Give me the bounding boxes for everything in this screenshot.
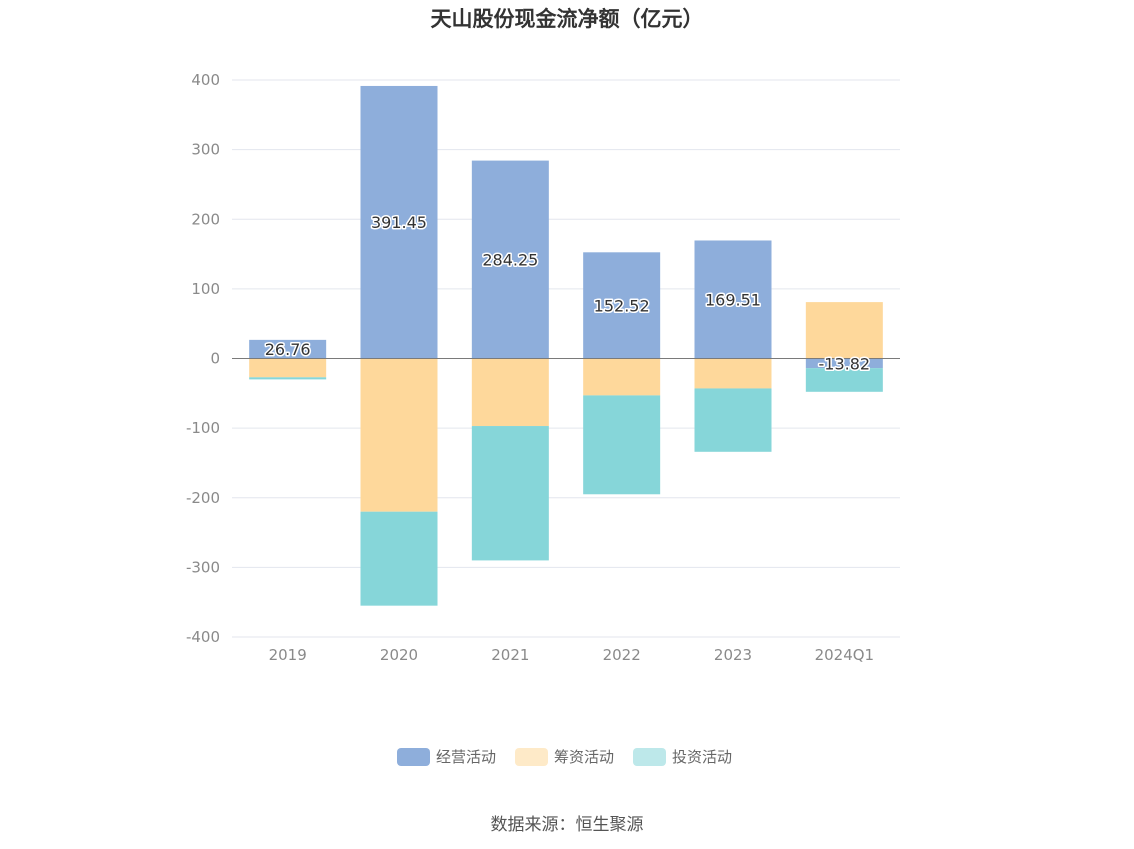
data-label: 169.51 <box>705 290 761 309</box>
bar-1-2019[interactable] <box>249 339 327 359</box>
data-label: 391.45 <box>371 213 427 232</box>
bar-3-2024Q1[interactable] <box>805 368 883 392</box>
legend-item-1[interactable]: 经营活动 <box>397 748 496 766</box>
gridlines <box>232 79 900 638</box>
bar-3-2023[interactable] <box>694 388 772 452</box>
data-label: 284.25 <box>482 251 538 270</box>
legend[interactable]: 经营活动 筹资活动 投资活动 <box>397 748 732 766</box>
x-tick-label: 2023 <box>714 646 752 664</box>
y-tick-label: 100 <box>191 280 220 298</box>
data-label: 26.76 <box>265 340 311 359</box>
x-tick-label: 2024Q1 <box>815 646 875 664</box>
bar-1-2021[interactable] <box>471 160 549 359</box>
x-tick-label: 2022 <box>603 646 641 664</box>
y-tick-label: -100 <box>186 419 220 437</box>
data-label: 152.52 <box>594 296 650 315</box>
bar-1-2023[interactable] <box>694 240 772 359</box>
bar-1-2024Q1[interactable] <box>805 358 883 369</box>
bar-2-2022[interactable] <box>583 358 661 396</box>
bar-2-2023[interactable] <box>694 358 772 389</box>
legend-label: 经营活动 <box>436 748 496 766</box>
data-labels: 26.76 391.45 284.25 152.52 169.51 -13.82 <box>263 212 871 375</box>
bar-3-2019[interactable] <box>249 377 327 380</box>
bar-3-2022[interactable] <box>583 395 661 495</box>
y-tick-label: 0 <box>210 350 220 368</box>
legend-swatch <box>515 748 548 766</box>
chart-title: 天山股份现金流净额（亿元） <box>431 7 704 31</box>
source-note: 数据来源：恒生聚源 <box>491 815 644 835</box>
bar-2-2024Q1[interactable] <box>805 302 883 359</box>
legend-swatch <box>633 748 666 766</box>
bar-1-2020[interactable] <box>360 85 438 359</box>
x-tick-label: 2019 <box>269 646 307 664</box>
bar-3-2021[interactable] <box>471 426 549 561</box>
bar-2-2019[interactable] <box>249 358 327 378</box>
legend-label: 筹资活动 <box>554 748 614 766</box>
x-tick-label: 2020 <box>380 646 418 664</box>
y-axis-ticks: 400 300 200 100 0 -100 -200 -300 -400 <box>186 71 220 646</box>
y-tick-label: 300 <box>191 141 220 159</box>
x-tick-label: 2021 <box>491 646 529 664</box>
bar-2-2020[interactable] <box>360 358 438 512</box>
legend-item-2[interactable]: 筹资活动 <box>515 748 614 766</box>
y-tick-label: -200 <box>186 489 220 507</box>
y-tick-label: -300 <box>186 558 220 576</box>
y-tick-label: -400 <box>186 628 220 646</box>
legend-swatch <box>397 748 430 766</box>
legend-label: 投资活动 <box>672 748 732 766</box>
bar-3-2020[interactable] <box>360 511 438 606</box>
bar-1-2022[interactable] <box>583 252 661 359</box>
legend-item-3[interactable]: 投资活动 <box>633 748 732 766</box>
data-label: -13.82 <box>819 354 871 373</box>
bar-2-2021[interactable] <box>471 358 549 427</box>
bars <box>249 85 883 606</box>
y-tick-label: 400 <box>191 71 220 89</box>
y-tick-label: 200 <box>191 210 220 228</box>
x-axis-ticks: 2019 2020 2021 2022 2023 2024Q1 <box>269 646 875 664</box>
